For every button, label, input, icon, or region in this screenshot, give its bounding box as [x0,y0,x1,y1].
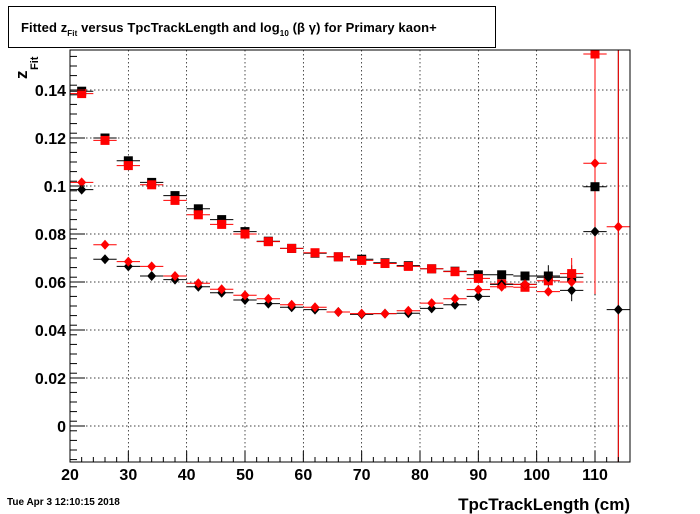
diamond-marker [450,299,460,310]
diamond-marker [497,281,507,292]
diamond-marker [310,302,320,313]
square-marker [427,264,437,274]
x-tick-label: 60 [294,467,312,484]
title-subscript-10: 10 [279,29,289,38]
y-tick-label: 0.06 [35,275,66,292]
diamond-marker [450,293,460,304]
y-tick-label: 0.14 [35,83,66,100]
diamond-marker [403,305,413,316]
diamond-marker [77,184,87,195]
square-marker [123,156,133,166]
square-marker [520,271,530,281]
y-axis-title-main: z [12,71,31,80]
diamond-marker [147,271,157,281]
diamond-marker [170,271,180,281]
diamond-marker [520,279,530,290]
x-axis-title: TpcTrackLength (cm) [458,495,630,514]
diamond-marker [473,284,483,295]
diamond-marker [427,303,437,314]
square-marker [590,49,600,59]
square-marker [333,252,343,262]
x-tick-label: 100 [523,467,550,484]
x-tick-label: 50 [236,467,254,484]
diamond-marker [123,256,133,267]
square-marker [357,255,367,265]
y-tick-label: 0.1 [44,179,66,196]
diamond-marker [357,308,367,319]
square-marker [497,270,507,280]
error-bars [70,50,630,462]
diamond-marker [100,239,110,250]
x-tick-label: 90 [469,467,487,484]
title-subscript-fit: Fit [67,29,78,38]
x-tick-label: 110 [582,467,608,484]
square-marker [240,229,250,239]
square-marker [170,195,180,205]
x-tick-label: 40 [178,467,196,484]
tick-labels: 20 30 40 50 60 70 80 90 100 110 0 0.02 0.04 0.06 0.08 0… [35,83,608,484]
y-tick-label: 0 [57,419,66,436]
diamond-marker [590,158,600,169]
title-box: Fitted zFit versus TpcTrackLength and lo… [8,6,496,48]
square-marker [403,261,413,271]
plot-frame [69,49,631,463]
square-marker [287,243,297,253]
timestamp: Tue Apr 3 12:10:15 2018 [7,497,120,508]
square-marker [263,237,273,247]
chart-title: Fitted zFit versus TpcTrackLength and lo… [21,20,437,38]
y-axis-title: z Fit [12,56,41,79]
diamond-marker [567,277,577,287]
square-marker [170,191,180,201]
square-marker [147,180,157,190]
y-tick-label: 0.04 [35,323,66,340]
square-marker [450,267,460,277]
diamond-marker [613,304,623,315]
square-marker [217,215,227,225]
square-marker [310,248,320,258]
y-tick-label: 0.02 [35,371,66,388]
square-marker [380,259,390,269]
square-marker [77,89,87,99]
square-marker [193,210,203,220]
diamond-marker [543,272,553,283]
diamond-marker [147,261,157,272]
diamond-marker [263,293,273,304]
diamond-marker [613,221,623,232]
diamond-marker [380,308,390,319]
title-prefix: Fitted z [21,20,68,35]
square-marker [217,219,227,229]
title-suffix: (β γ) for Primary kaon+ [288,20,437,35]
square-marker [100,135,110,145]
diamond-marker [590,226,600,237]
square-marker [193,204,203,214]
x-tick-label: 20 [61,467,79,484]
diamond-marker [427,298,437,309]
diamond-marker [287,299,297,310]
diamond-marker [567,285,577,296]
diamond-marker [77,177,87,188]
diamond-marker [240,290,250,301]
diamond-marker [217,284,227,295]
square-marker [567,269,577,279]
square-marker [123,161,133,171]
diamond-marker [193,278,203,289]
diamond-marker [333,307,343,317]
square-marker [473,273,483,283]
y-tick-label: 0.08 [35,227,66,244]
x-tick-label: 80 [411,467,429,484]
axis-ticks [69,55,631,462]
diamond-marker [543,286,553,297]
y-tick-label: 0.12 [35,131,66,148]
grid-lines [69,50,630,462]
title-middle: versus TpcTrackLength and log [77,20,280,35]
data-markers [77,49,623,320]
y-axis-title-sub: Fit [29,56,41,70]
diamond-marker [100,254,110,265]
x-tick-label: 30 [119,467,137,484]
diamond-marker [473,291,483,302]
x-tick-label: 70 [353,467,371,484]
square-marker [590,182,600,192]
